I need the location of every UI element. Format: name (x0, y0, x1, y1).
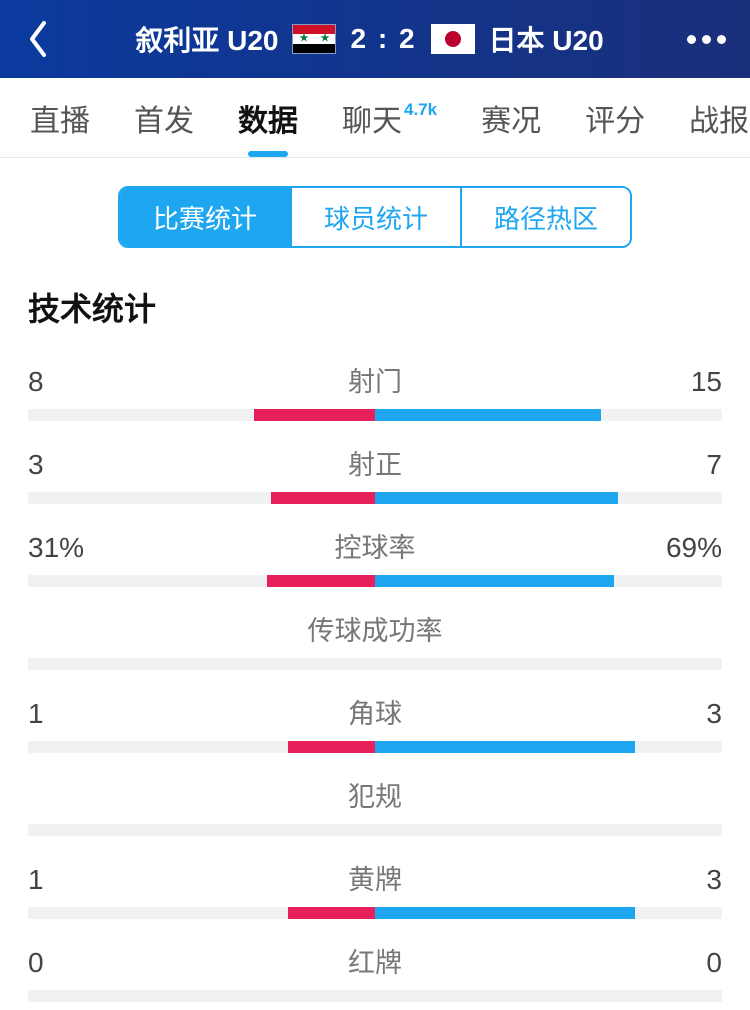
stat-right-value: 3 (632, 864, 722, 896)
match-title: 叙利亚 U20 ★★ 2 : 2 日本 U20 (135, 19, 603, 59)
stat-label: 红牌 (118, 941, 632, 980)
stat-left-value: 31% (28, 532, 118, 564)
stat-bar (28, 907, 722, 919)
tab-label: 赛况 (481, 96, 541, 140)
stat-right-bar (375, 492, 618, 504)
stat-bar (28, 492, 722, 504)
tab-3[interactable]: 聊天4.7k (320, 78, 459, 157)
tab-label: 数据 (238, 96, 298, 140)
flag-syria-icon: ★★ (292, 24, 336, 54)
stat-bar (28, 741, 722, 753)
stat-left-bar (288, 907, 375, 919)
stats-list: 8射门153射正731%控球率69%传球成功率1角球3犯规1黄牌30红牌0 (0, 340, 750, 1010)
tab-label: 首发 (134, 96, 194, 140)
stat-left-value: 1 (28, 698, 118, 730)
stat-bar (28, 409, 722, 421)
stat-right-value: 15 (632, 366, 722, 398)
tab-1[interactable]: 首发 (112, 78, 216, 157)
segment-0[interactable]: 比赛统计 (120, 188, 290, 246)
stat-row: 8射门15 (28, 346, 722, 429)
tab-2[interactable]: 数据 (216, 78, 320, 157)
stat-row: 3射正7 (28, 429, 722, 512)
stat-left-value: 0 (28, 947, 118, 979)
stat-left-bar (254, 409, 375, 421)
tab-6[interactable]: 战报 (667, 78, 750, 157)
stat-head: 1角球3 (28, 692, 722, 731)
segmented-wrap: 比赛统计球员统计路径热区 (0, 158, 750, 268)
stat-left-value: 3 (28, 449, 118, 481)
tab-label: 评分 (585, 96, 645, 140)
stat-right-value: 7 (632, 449, 722, 481)
stat-head: 3射正7 (28, 443, 722, 482)
team-right-name: 日本 U20 (489, 19, 604, 59)
flag-japan-icon (431, 24, 475, 54)
stat-right-value: 69% (632, 532, 722, 564)
stat-row: 1角球3 (28, 678, 722, 761)
stat-label: 射门 (118, 360, 632, 399)
stat-row: 31%控球率69% (28, 512, 722, 595)
stat-row: 1黄牌3 (28, 844, 722, 927)
stat-bar (28, 658, 722, 670)
tab-4[interactable]: 赛况 (459, 78, 563, 157)
stat-left-bar (288, 741, 375, 753)
stat-head: 犯规 (28, 775, 722, 814)
stat-left-bar (271, 492, 375, 504)
stat-bar (28, 575, 722, 587)
stat-left-value: 1 (28, 864, 118, 896)
stat-head: 0红牌0 (28, 941, 722, 980)
match-header: 叙利亚 U20 ★★ 2 : 2 日本 U20 (0, 0, 750, 78)
stat-label: 犯规 (118, 775, 632, 814)
stat-right-bar (375, 575, 614, 587)
stat-head: 31%控球率69% (28, 526, 722, 565)
segment-2[interactable]: 路径热区 (460, 188, 630, 246)
stat-label: 黄牌 (118, 858, 632, 897)
stat-row: 0红牌0 (28, 927, 722, 1010)
more-icon[interactable] (687, 35, 726, 44)
stat-label: 控球率 (118, 526, 632, 565)
stat-left-value: 8 (28, 366, 118, 398)
stat-label: 射正 (118, 443, 632, 482)
stat-label: 角球 (118, 692, 632, 731)
stat-row: 犯规 (28, 761, 722, 844)
score-text: 2 : 2 (350, 23, 416, 55)
tab-0[interactable]: 直播 (8, 78, 112, 157)
team-left-name: 叙利亚 U20 (135, 19, 278, 59)
stat-row: 传球成功率 (28, 595, 722, 678)
tab-label: 战报 (689, 96, 749, 140)
stat-right-bar (375, 741, 635, 753)
segmented-control: 比赛统计球员统计路径热区 (118, 186, 632, 248)
segment-1[interactable]: 球员统计 (290, 188, 460, 246)
stat-left-bar (267, 575, 375, 587)
stat-head: 8射门15 (28, 360, 722, 399)
stat-head: 1黄牌3 (28, 858, 722, 897)
stat-right-bar (375, 907, 635, 919)
back-icon[interactable] (24, 19, 52, 59)
stat-label: 传球成功率 (118, 609, 632, 648)
stat-right-value: 0 (632, 947, 722, 979)
stat-bar (28, 824, 722, 836)
tab-badge: 4.7k (404, 100, 437, 120)
tab-bar: 直播首发数据聊天4.7k 赛况评分战报 (0, 78, 750, 158)
stat-bar (28, 990, 722, 1002)
stat-right-bar (375, 409, 601, 421)
tab-5[interactable]: 评分 (563, 78, 667, 157)
stat-head: 传球成功率 (28, 609, 722, 648)
section-title: 技术统计 (0, 268, 750, 340)
tab-label: 直播 (30, 96, 90, 140)
tab-label: 聊天 (342, 96, 402, 140)
stat-right-value: 3 (632, 698, 722, 730)
